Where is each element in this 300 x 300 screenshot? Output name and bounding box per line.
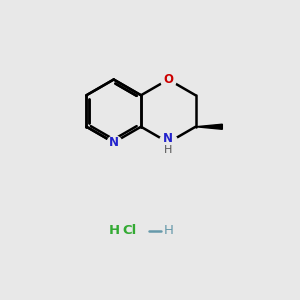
Text: Cl: Cl — [122, 224, 136, 238]
Text: H: H — [109, 224, 120, 238]
Text: N: N — [163, 132, 173, 145]
Polygon shape — [196, 124, 222, 129]
Text: N: N — [109, 136, 119, 149]
Text: O: O — [163, 73, 173, 86]
Text: H: H — [164, 224, 173, 238]
Text: H: H — [164, 145, 172, 155]
